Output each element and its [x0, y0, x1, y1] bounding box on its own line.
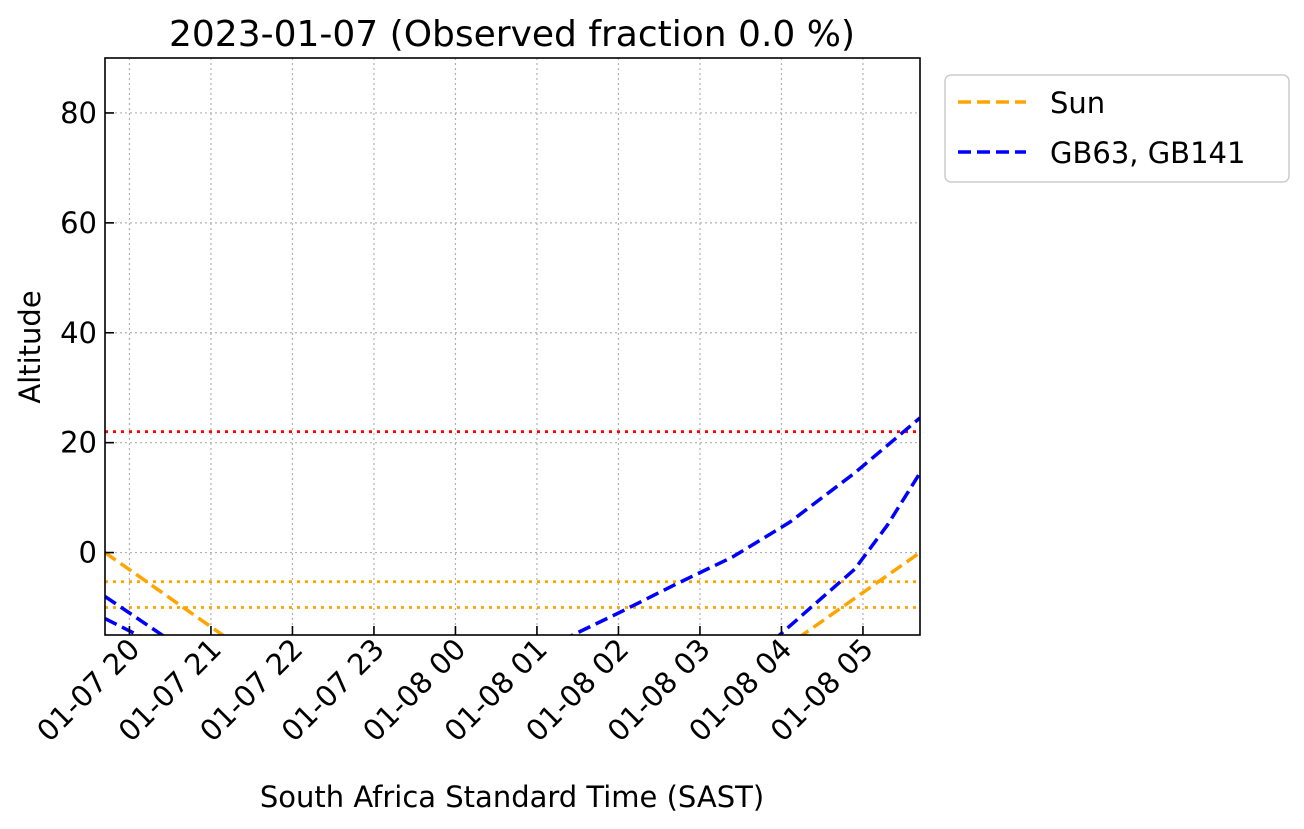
- altitude-curve: [776, 471, 920, 635]
- chart-title: 2023-01-07 (Observed fraction 0.0 %): [169, 14, 855, 55]
- altitude-curve: [105, 595, 166, 635]
- altitude-curve: [105, 551, 226, 635]
- legend: Sun GB63, GB141: [944, 74, 1290, 183]
- altitude-curve: [799, 551, 920, 635]
- plot-frame: [104, 57, 921, 636]
- y-tick-label: 20: [60, 426, 97, 460]
- legend-frame: [944, 74, 1290, 183]
- x-axis-label: South Africa Standard Time (SAST): [260, 780, 764, 814]
- y-axis-label: Altitude: [13, 290, 47, 403]
- altitude-curve: [568, 416, 920, 635]
- y-tick-label: 40: [60, 316, 97, 350]
- y-tick-label: 80: [60, 96, 97, 130]
- y-tick-label: 0: [79, 536, 97, 570]
- legend-label-targets: GB63, GB141: [1050, 136, 1245, 170]
- legend-label-sun: Sun: [1050, 86, 1105, 120]
- series-lines: [105, 416, 920, 635]
- threshold-lines: [105, 430, 920, 609]
- grid: [105, 58, 920, 635]
- y-tick-label: 60: [60, 206, 97, 240]
